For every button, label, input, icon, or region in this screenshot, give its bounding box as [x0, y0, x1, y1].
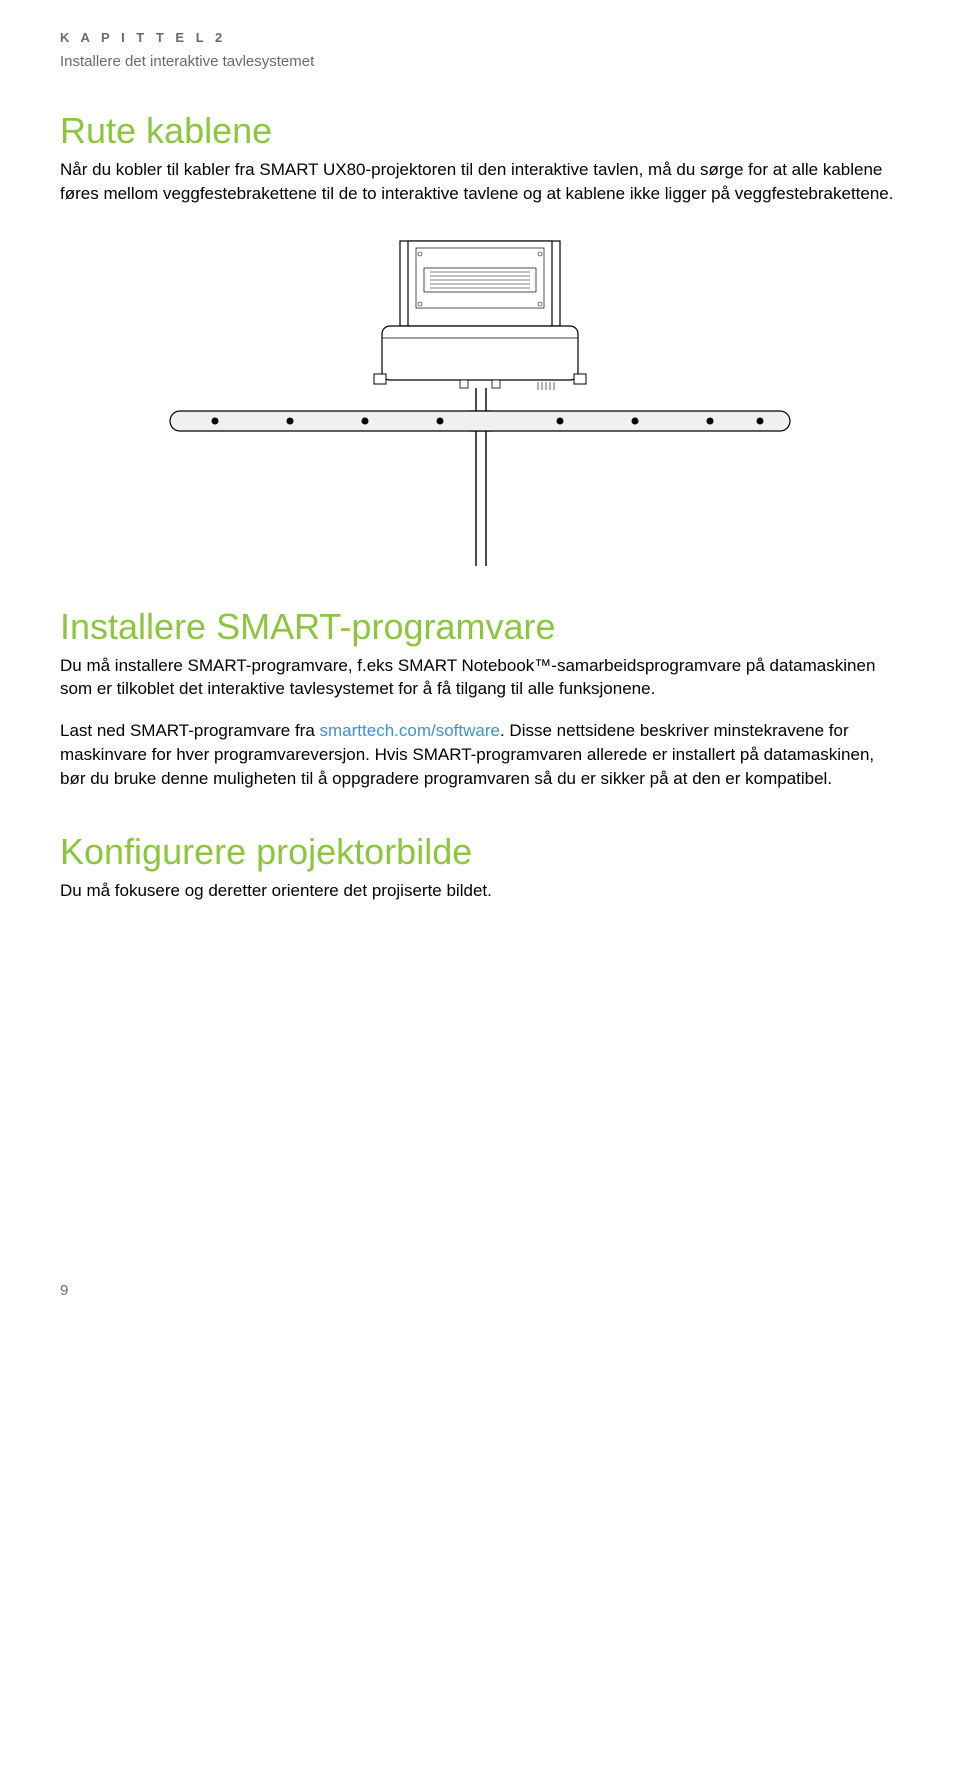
software-link[interactable]: smarttech.com/software	[320, 721, 500, 740]
paragraph-installere-1: Du må installere SMART-programvare, f.ek…	[60, 654, 900, 702]
paragraph-konfigurere: Du må fokusere og deretter orientere det…	[60, 879, 900, 903]
text-pre-link: Last ned SMART-programvare fra	[60, 721, 320, 740]
chapter-subtitle: Installere det interaktive tavlesystemet	[60, 53, 900, 70]
page-number: 9	[60, 1282, 900, 1299]
projector-bracket-svg	[160, 236, 800, 566]
heading-installere-smart: Installere SMART-programvare	[60, 606, 900, 648]
chapter-label: K A P I T T E L 2	[60, 30, 900, 45]
projector-diagram	[60, 236, 900, 566]
heading-konfigurere: Konfigurere projektorbilde	[60, 831, 900, 873]
paragraph-installere-2: Last ned SMART-programvare fra smarttech…	[60, 719, 900, 790]
heading-rute-kablene: Rute kablene	[60, 110, 900, 152]
paragraph-rute-kablene: Når du kobler til kabler fra SMART UX80-…	[60, 158, 900, 206]
